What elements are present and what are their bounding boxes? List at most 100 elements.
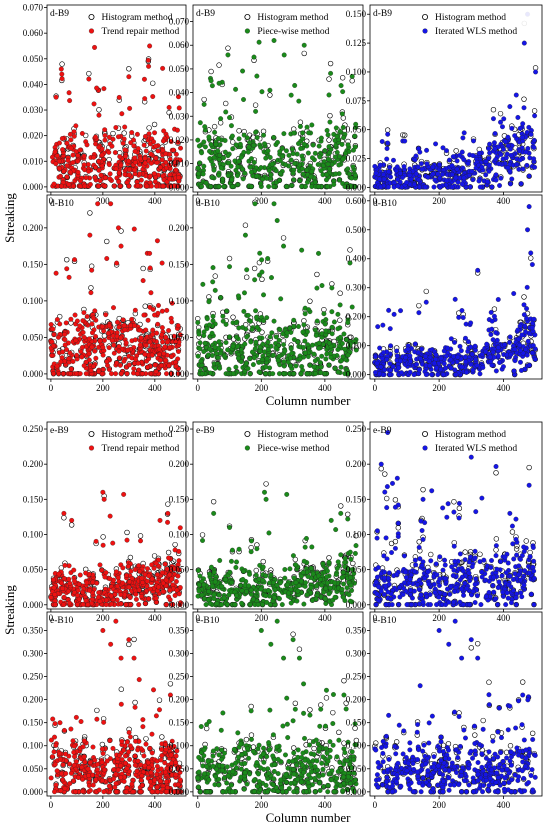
method-point [340,124,346,130]
method-point [160,339,166,345]
method-point [329,331,335,337]
method-point [335,311,341,317]
method-point [512,346,518,352]
method-point [140,579,146,585]
y-tick-label: 0.200 [23,223,44,233]
method-point [160,589,166,595]
method-point [533,69,539,75]
method-point [146,63,152,69]
method-point [324,177,329,183]
method-point [208,142,214,148]
method-point [249,184,254,190]
method-point [404,179,410,185]
method-point [292,161,298,167]
histogram-point [223,100,229,107]
method-point [221,155,226,161]
method-point [335,347,341,353]
method-point [60,371,66,377]
method-point [145,566,150,572]
method-point [301,42,307,48]
method-point [176,591,182,597]
method-point [532,113,538,119]
method-point [415,349,421,355]
method-point [104,256,110,261]
y-tick-label: 0.125 [346,38,367,48]
method-point [323,328,329,334]
method-point [77,371,83,377]
method-point [216,80,222,86]
y-tick-label: 0.050 [169,64,190,74]
method-point [142,96,148,102]
method-point [200,281,206,287]
method-point [114,360,120,366]
plot-frame [192,421,364,610]
method-point [325,132,331,138]
method-point [345,166,351,172]
method-point [282,348,288,354]
method-point [331,319,337,325]
method-point [132,155,138,161]
method-point [113,166,119,172]
method-point [126,167,132,173]
method-point [159,332,165,338]
method-point [79,354,85,360]
method-point [244,334,250,340]
method-point [110,540,116,546]
method-point [106,367,112,372]
method-point [97,562,103,568]
method-point [59,71,65,77]
legend-box [83,8,183,36]
method-point [444,178,450,184]
method-point [216,184,222,190]
method-point [450,154,456,160]
method-point [156,346,162,352]
method-point [258,165,264,171]
y-tick-label: 0.400 [346,254,367,264]
method-point [117,183,123,189]
method-point [297,356,303,362]
method-point [152,179,158,185]
method-point [448,357,454,363]
method-point [117,355,122,361]
method-point [62,342,68,348]
histogram-point [527,179,532,184]
method-point [107,576,113,582]
method-point [51,332,57,337]
method-point [166,363,172,369]
histogram-point [402,132,408,138]
method-point [196,143,202,149]
method-point [381,171,386,177]
method-point [132,159,138,165]
method-point [518,367,524,373]
method-point [87,181,93,187]
method-point [448,365,454,371]
method-point [196,331,202,337]
method-point [228,163,234,169]
x-tick-label: 200 [96,383,110,393]
method-point [387,361,393,367]
method-point [113,125,119,130]
method-point [199,184,205,190]
method-point [141,312,147,318]
method-point [116,179,122,185]
method-point [123,340,129,346]
method-point [215,136,221,141]
method-point [207,156,213,162]
method-point [58,173,63,179]
method-point [116,348,122,354]
method-point [259,357,265,362]
method-point [113,371,119,377]
y-tick-label: 0.000 [346,370,367,380]
histogram-point [137,533,144,539]
histogram-point [121,130,127,136]
method-point [144,183,150,189]
method-point [169,300,175,306]
y-tick-label: 0.150 [169,259,190,269]
method-point [147,173,153,179]
method-point [135,360,141,366]
method-point [91,315,96,321]
method-point [394,348,400,354]
method-point [83,175,89,181]
method-point [143,327,149,333]
